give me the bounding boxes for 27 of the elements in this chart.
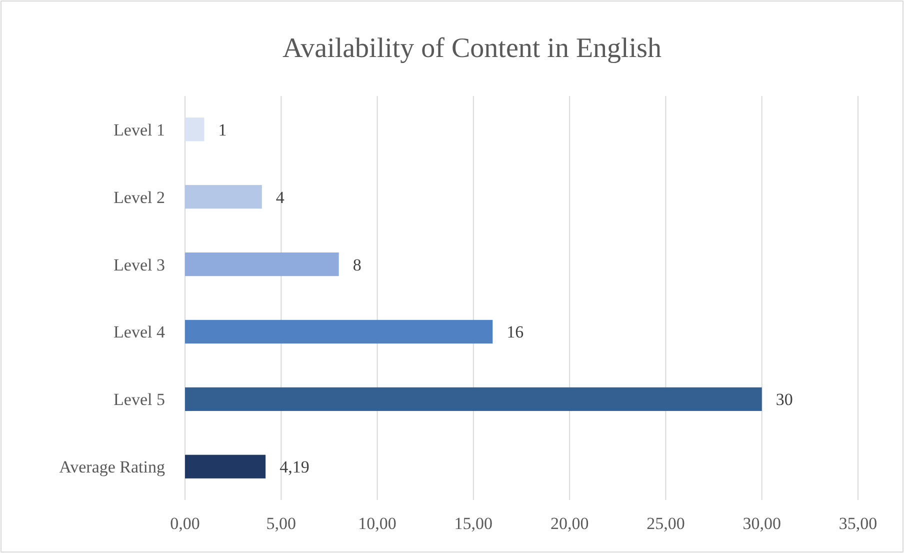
data-label: 8 xyxy=(352,255,362,274)
bar xyxy=(185,185,262,209)
y-tick-label: Level 1 xyxy=(114,120,165,140)
data-label: 4 xyxy=(276,188,285,207)
x-tick-label: 0,00 xyxy=(170,514,200,533)
bar xyxy=(185,320,493,344)
bar xyxy=(185,252,339,276)
y-tick-label: Level 2 xyxy=(114,188,165,207)
x-tick-label: 35,00 xyxy=(838,514,878,533)
x-tick-label: 20,00 xyxy=(550,514,589,533)
x-tick-label: 25,00 xyxy=(646,514,685,533)
y-tick-label: Average Rating xyxy=(59,458,166,477)
data-label: 16 xyxy=(506,322,524,342)
data-label: 30 xyxy=(776,390,793,410)
data-label: 4,19 xyxy=(280,458,310,477)
x-tick-label: 5,00 xyxy=(266,514,296,533)
bar xyxy=(185,387,762,411)
y-tick-label: Level 4 xyxy=(114,322,166,342)
y-tick-label: Level 3 xyxy=(114,255,165,274)
bar xyxy=(185,118,204,142)
x-tick-label: 10,00 xyxy=(358,514,396,533)
chart-title: Availability of Content in English xyxy=(282,33,662,64)
y-tick-label: Level 5 xyxy=(114,390,165,410)
x-tick-label: 15,00 xyxy=(454,514,493,533)
x-tick-label: 30,00 xyxy=(742,514,781,533)
data-label: 1 xyxy=(218,120,227,140)
bar xyxy=(185,454,266,478)
